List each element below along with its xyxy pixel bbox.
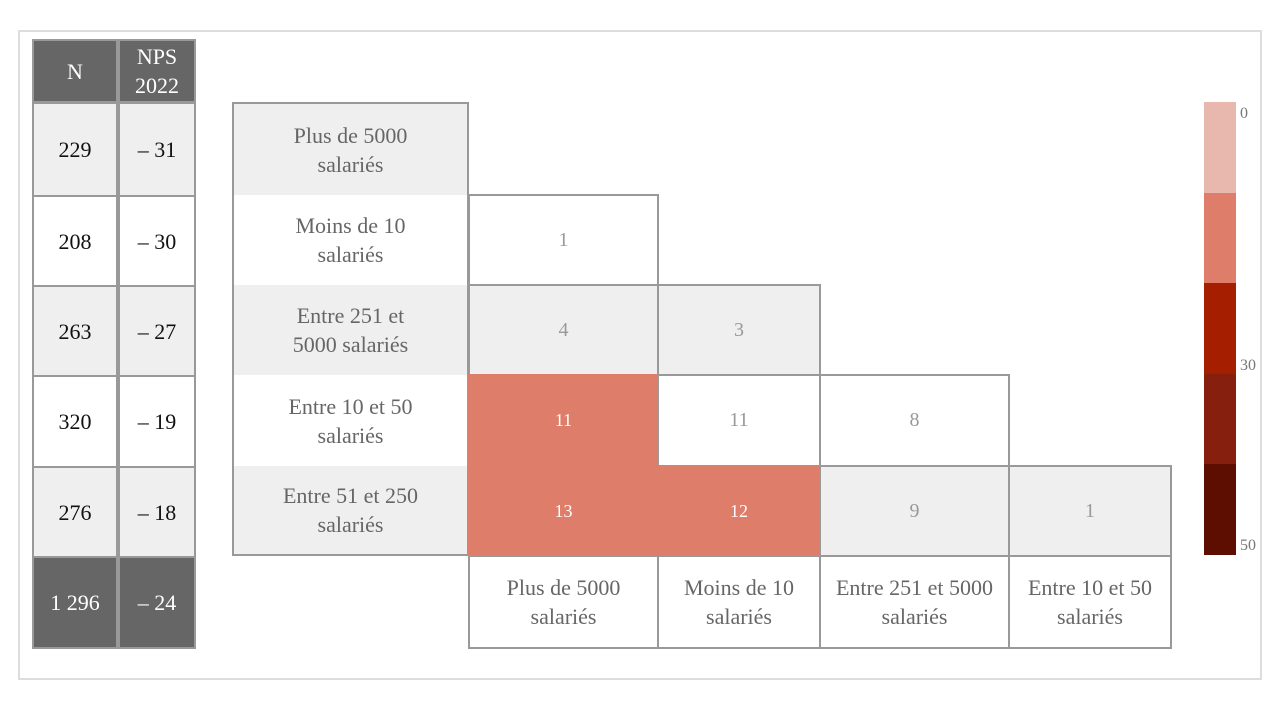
table-cell-nps: – 31 xyxy=(118,102,196,197)
heatmap-cell: 9 xyxy=(819,465,1010,557)
header-nps: NPS 2022 xyxy=(118,39,196,103)
table-cell-n: 229 xyxy=(32,102,118,197)
heatmap-cell: 1 xyxy=(1008,465,1172,557)
colorscale-segment xyxy=(1204,192,1236,284)
heatmap-cell: 13 xyxy=(468,465,659,557)
table-cell-nps: – 18 xyxy=(118,466,196,558)
row-label: Plus de 5000 salariés xyxy=(232,102,469,195)
chart-frame xyxy=(18,30,1262,680)
heatmap-cell: 1 xyxy=(468,194,659,286)
colorscale-tick-label: 30 xyxy=(1240,357,1256,374)
column-label: Entre 10 et 50 salariés xyxy=(1008,555,1172,649)
heatmap-cell: 8 xyxy=(819,374,1010,467)
colorscale-segment xyxy=(1204,464,1236,556)
table-cell-nps: – 19 xyxy=(118,375,196,468)
column-label: Entre 251 et 5000 salariés xyxy=(819,555,1010,649)
heatmap-cell: 4 xyxy=(468,284,659,376)
total-n: 1 296 xyxy=(32,556,118,649)
heatmap-cell: 12 xyxy=(657,465,821,557)
heatmap-cell: 11 xyxy=(468,374,659,467)
table-cell-n: 320 xyxy=(32,375,118,468)
row-label: Entre 10 et 50 salariés xyxy=(232,375,469,466)
header-n: N xyxy=(32,39,118,103)
table-cell-n: 276 xyxy=(32,466,118,558)
column-label: Moins de 10 salariés xyxy=(657,555,821,649)
table-cell-n: 208 xyxy=(32,195,118,287)
colorscale-segment xyxy=(1204,373,1236,465)
table-cell-n: 263 xyxy=(32,285,118,377)
colorscale-tick-label: 50 xyxy=(1240,537,1256,554)
column-label: Plus de 5000 salariés xyxy=(468,555,659,649)
colorscale-segment xyxy=(1204,283,1236,375)
heatmap-cell: 11 xyxy=(657,374,821,467)
colorscale-tick-label: 0 xyxy=(1240,105,1248,122)
row-label: Moins de 10 salariés xyxy=(232,195,469,285)
heatmap-cell: 3 xyxy=(657,284,821,376)
colorscale-segment xyxy=(1204,102,1236,193)
table-cell-nps: – 27 xyxy=(118,285,196,377)
table-cell-nps: – 30 xyxy=(118,195,196,287)
total-nps: – 24 xyxy=(118,556,196,649)
row-label: Entre 51 et 250 salariés xyxy=(232,466,469,556)
row-label: Entre 251 et 5000 salariés xyxy=(232,285,469,375)
